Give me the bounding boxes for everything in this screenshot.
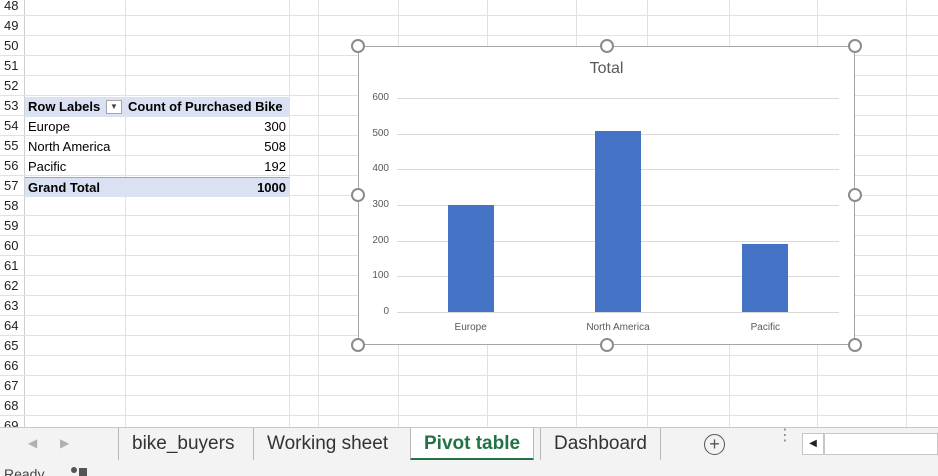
x-tick-label: Pacific [750, 322, 781, 333]
row-number[interactable]: 50 [4, 38, 19, 53]
sheet-row[interactable]: 69 [0, 416, 938, 427]
sheet-row[interactable]: 48 [0, 0, 938, 16]
row-number[interactable]: 67 [4, 378, 19, 393]
pivot-grand-total-label[interactable]: Grand Total [25, 177, 125, 197]
bar-chart[interactable]: Total 0 100 200 300 400 500 600 Europe North Ame… [358, 46, 855, 345]
row-number[interactable]: 64 [4, 318, 19, 333]
chart-bar[interactable] [742, 243, 789, 312]
row-number[interactable]: 56 [4, 158, 19, 173]
sheet-row[interactable]: 66 [0, 356, 938, 376]
chart-title[interactable]: Total [589, 60, 624, 77]
row-number[interactable]: 69 [4, 418, 19, 427]
plus-circle-icon[interactable]: + [704, 434, 725, 455]
y-tick-label: 300 [372, 199, 389, 210]
resize-handle-left[interactable] [351, 188, 365, 202]
tab-working-sheet[interactable]: Working sheet [253, 428, 401, 461]
row-header-divider [24, 0, 25, 427]
y-tick-label: 400 [372, 163, 389, 175]
gridline [397, 312, 839, 313]
worksheet-grid[interactable]: 48 49 50 51 52 53 54 55 56 57 58 59 60 6… [0, 0, 938, 427]
resize-handle-bottom[interactable] [600, 338, 614, 352]
y-tick-label: 200 [372, 234, 389, 246]
tab-dashboard[interactable]: Dashboard [540, 428, 661, 461]
row-number[interactable]: 65 [4, 338, 19, 353]
row-number[interactable]: 51 [4, 58, 19, 73]
split-handle-icon[interactable]: ⋮ [777, 427, 793, 444]
row-number[interactable]: 58 [4, 198, 19, 213]
pivot-row-value[interactable]: 508 [264, 139, 286, 154]
column-gridline [125, 0, 126, 427]
resize-handle-bottom-left[interactable] [351, 338, 365, 352]
pivot-row-label[interactable]: Pacific [28, 159, 67, 174]
pivot-row-value[interactable]: 300 [264, 119, 286, 134]
row-number[interactable]: 53 [4, 98, 19, 113]
y-tick-label: 600 [372, 92, 389, 103]
pivot-row-label[interactable]: North America [28, 139, 111, 154]
x-tick-label: North America [586, 322, 650, 333]
row-number[interactable]: 60 [4, 238, 19, 253]
sheet-row[interactable]: 67 [0, 376, 938, 396]
tab-scroll-left-icon[interactable]: ◀ [28, 436, 38, 450]
tab-scroll-right-icon[interactable]: ▶ [60, 436, 70, 450]
pivot-row-value[interactable]: 192 [264, 159, 286, 174]
resize-handle-top-right[interactable] [848, 39, 862, 53]
row-number[interactable]: 66 [4, 358, 19, 373]
resize-handle-top-left[interactable] [351, 39, 365, 53]
y-tick-label: 100 [372, 270, 389, 282]
pivot-row-label[interactable]: Europe [28, 119, 70, 134]
tab-bike-buyers[interactable]: bike_buyers [118, 428, 247, 461]
row-number[interactable]: 59 [4, 218, 19, 233]
row-number[interactable]: 62 [4, 278, 19, 293]
chart-bar[interactable] [447, 205, 494, 312]
x-tick-label: Europe [454, 322, 487, 333]
horizontal-scrollbar[interactable] [824, 433, 938, 455]
pivot-row-labels-header[interactable]: Row Labels [25, 97, 125, 117]
filter-dropdown-icon[interactable]: ▼ [106, 100, 122, 114]
resize-handle-top[interactable] [600, 39, 614, 53]
row-number[interactable]: 48 [4, 0, 19, 13]
chart-bar[interactable] [595, 130, 641, 312]
y-tick-label: 0 [383, 306, 389, 317]
pivot-grand-total-value[interactable]: 1000 [125, 177, 289, 197]
scroll-left-button[interactable]: ◀ [802, 433, 824, 455]
tab-pivot-table[interactable]: Pivot table [410, 428, 535, 461]
status-text: Ready [4, 466, 45, 476]
pivot-count-header[interactable]: Count of Purchased Bike [125, 97, 289, 117]
row-number[interactable]: 63 [4, 298, 19, 313]
column-gridline [318, 0, 319, 427]
sheet-row[interactable]: 65 [0, 336, 938, 356]
row-number[interactable]: 57 [4, 178, 19, 193]
pivot-count-header-text: Count of Purchased Bike [128, 99, 283, 114]
row-number[interactable]: 49 [4, 18, 19, 33]
row-number[interactable]: 61 [4, 258, 19, 273]
gridline [397, 98, 839, 99]
resize-handle-bottom-right[interactable] [848, 338, 862, 352]
status-bar: Ready [0, 460, 938, 476]
column-gridline [906, 0, 907, 427]
pivot-row-labels-text: Row Labels [28, 99, 101, 114]
y-tick-label: 500 [372, 127, 389, 139]
row-number[interactable]: 54 [4, 118, 19, 133]
macro-record-icon[interactable] [70, 466, 88, 476]
resize-handle-right[interactable] [848, 188, 862, 202]
row-number[interactable]: 68 [4, 398, 19, 413]
column-gridline [289, 0, 290, 427]
sheet-row[interactable]: 68 [0, 396, 938, 416]
row-number[interactable]: 52 [4, 78, 19, 93]
row-number[interactable]: 55 [4, 138, 19, 153]
sheet-tab-bar: ◀ ▶ bike_buyers Working sheet Pivot tabl… [0, 427, 938, 461]
sheet-row[interactable]: 49 [0, 16, 938, 36]
